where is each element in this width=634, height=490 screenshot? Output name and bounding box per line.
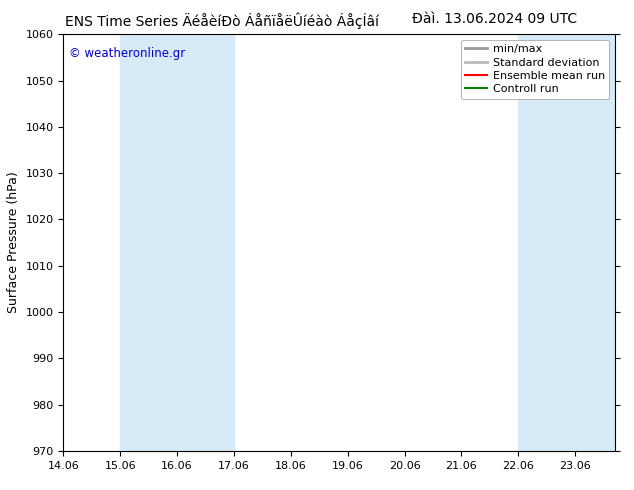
- Text: Ðàì. 13.06.2024 09 UTC: Ðàì. 13.06.2024 09 UTC: [412, 12, 577, 26]
- Bar: [120, 34, 234, 451]
- Text: ENS Time Series ÄéåèíÐò ÁåñïåëÛíéàò ÁåçÍâí: ENS Time Series ÄéåèíÐò ÁåñïåëÛíéàò ÁåçÍ…: [65, 12, 379, 29]
- Text: © weatheronline.gr: © weatheronline.gr: [69, 47, 185, 60]
- Bar: [519, 34, 615, 451]
- Y-axis label: Surface Pressure (hPa): Surface Pressure (hPa): [7, 172, 20, 314]
- Legend: min/max, Standard deviation, Ensemble mean run, Controll run: min/max, Standard deviation, Ensemble me…: [460, 40, 609, 99]
